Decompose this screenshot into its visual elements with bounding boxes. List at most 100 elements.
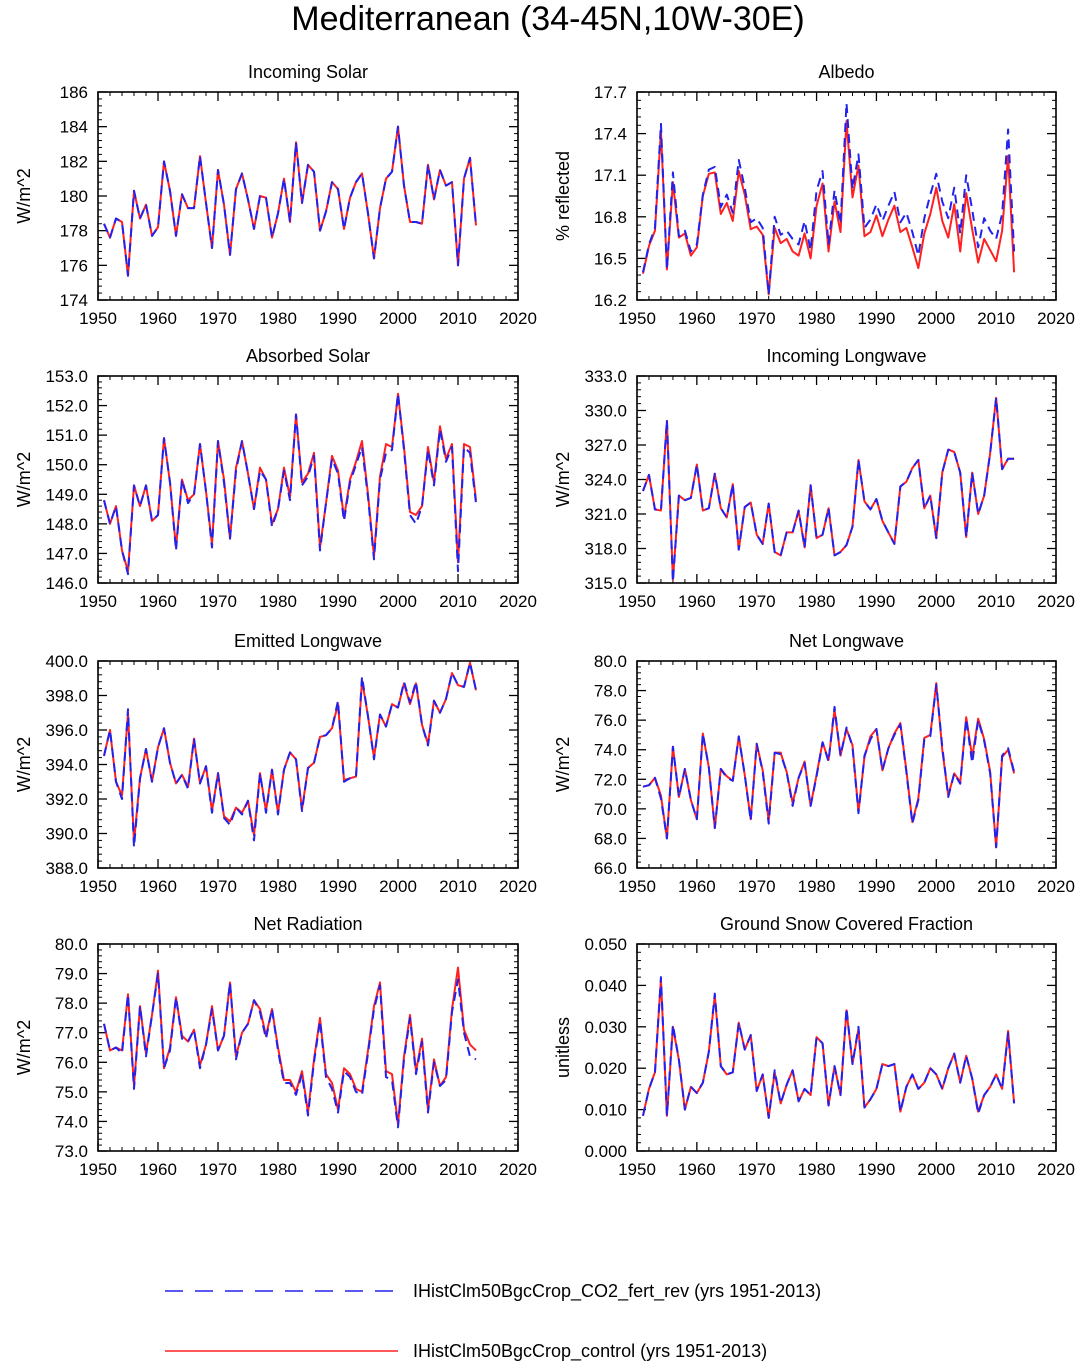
x-tick-label-net-radiation: 2000 xyxy=(379,1160,417,1179)
x-tick-label-incoming-solar: 1990 xyxy=(319,309,357,328)
legend: IHistClm50BgcCrop_CO2_fert_rev (yrs 1951… xyxy=(165,1281,821,1362)
x-tick-label-emitted-longwave: 1980 xyxy=(259,877,297,896)
y-axis-label-albedo: % reflected xyxy=(553,151,573,241)
series-line-co2-fert-rev-incoming-longwave xyxy=(642,396,1015,583)
y-tick-label-absorbed-solar: 152.0 xyxy=(45,397,88,416)
x-tick-label-absorbed-solar: 1960 xyxy=(139,592,177,611)
y-tick-label-incoming-solar: 178 xyxy=(60,222,88,241)
panel-title-emitted-longwave: Emitted Longwave xyxy=(234,631,382,651)
y-axis-label-incoming-longwave: W/m^2 xyxy=(553,452,573,507)
y-axis-label-incoming-solar: W/m^2 xyxy=(14,168,34,223)
y-tick-label-albedo: 16.8 xyxy=(594,208,627,227)
panel-title-ground-snow-covered-fraction: Ground Snow Covered Fraction xyxy=(720,914,973,934)
y-tick-label-net-radiation: 75.0 xyxy=(55,1083,88,1102)
panel-net-longwave: Net Longwave W/m^2 1950 1960 1970 1980 1990 200… xyxy=(553,631,1075,896)
y-tick-label-albedo: 17.7 xyxy=(594,83,627,102)
y-tick-label-incoming-longwave: 330.0 xyxy=(584,402,627,421)
x-tick-label-incoming-longwave: 1970 xyxy=(738,592,776,611)
y-tick-label-incoming-solar: 174 xyxy=(60,291,88,310)
panel-absorbed-solar: Absorbed Solar W/m^2 1950 1960 1970 1980 1990 2… xyxy=(14,346,537,611)
y-tick-label-ground-snow-covered-fraction: 0.000 xyxy=(584,1142,627,1161)
y-tick-label-incoming-longwave: 324.0 xyxy=(584,471,627,490)
x-tick-label-emitted-longwave: 1950 xyxy=(79,877,117,896)
x-tick-label-incoming-longwave: 2020 xyxy=(1037,592,1075,611)
y-tick-label-incoming-solar: 176 xyxy=(60,256,88,275)
y-axis-label-absorbed-solar: W/m^2 xyxy=(14,452,34,507)
x-tick-label-net-radiation: 1980 xyxy=(259,1160,297,1179)
y-tick-label-emitted-longwave: 400.0 xyxy=(45,652,88,671)
x-tick-label-incoming-solar: 2000 xyxy=(379,309,417,328)
series-line-co2-fert-rev-net-longwave xyxy=(642,683,1016,849)
y-tick-label-net-radiation: 74.0 xyxy=(55,1112,88,1131)
y-tick-label-emitted-longwave: 396.0 xyxy=(45,721,88,740)
y-tick-label-net-radiation: 76.0 xyxy=(55,1053,88,1072)
plot-frame-absorbed-solar xyxy=(97,375,519,584)
x-tick-label-net-radiation: 2010 xyxy=(439,1160,477,1179)
x-tick-label-ground-snow-covered-fraction: 1970 xyxy=(738,1160,776,1179)
y-tick-label-absorbed-solar: 146.0 xyxy=(45,574,88,593)
x-tick-label-incoming-longwave: 2000 xyxy=(917,592,955,611)
y-tick-label-incoming-solar: 180 xyxy=(60,187,88,206)
y-tick-label-ground-snow-covered-fraction: 0.010 xyxy=(584,1101,627,1120)
panel-title-albedo: Albedo xyxy=(818,62,874,82)
y-tick-label-net-longwave: 70.0 xyxy=(594,800,627,819)
x-tick-label-incoming-solar: 1960 xyxy=(139,309,177,328)
panel-incoming-solar: Incoming Solar W/m^2 1950 1960 1970 1980 1990 2… xyxy=(14,62,537,328)
y-tick-label-absorbed-solar: 151.0 xyxy=(45,426,88,445)
x-tick-label-net-longwave: 2010 xyxy=(977,877,1015,896)
series-line-control-albedo xyxy=(642,120,1016,296)
plot-frame-albedo xyxy=(636,91,1057,301)
x-tick-label-net-longwave: 2000 xyxy=(917,877,955,896)
x-tick-label-net-radiation: 1960 xyxy=(139,1160,177,1179)
x-tick-label-absorbed-solar: 2010 xyxy=(439,592,477,611)
y-tick-label-ground-snow-covered-fraction: 0.040 xyxy=(584,976,627,995)
y-tick-label-incoming-longwave: 327.0 xyxy=(584,436,627,455)
x-tick-label-ground-snow-covered-fraction: 2010 xyxy=(977,1160,1015,1179)
x-tick-label-absorbed-solar: 1970 xyxy=(199,592,237,611)
panel-net-radiation: Net Radiation W/m^2 1950 1960 1970 1980 1990 20… xyxy=(14,914,537,1179)
x-tick-label-net-radiation: 1990 xyxy=(319,1160,357,1179)
x-tick-label-net-longwave: 1950 xyxy=(618,877,656,896)
x-tick-label-albedo: 1970 xyxy=(738,309,776,328)
y-tick-label-net-longwave: 68.0 xyxy=(594,829,627,848)
y-axis-label-emitted-longwave: W/m^2 xyxy=(14,737,34,792)
y-tick-label-net-longwave: 72.0 xyxy=(594,770,627,789)
x-tick-label-emitted-longwave: 2010 xyxy=(439,877,477,896)
y-tick-label-incoming-longwave: 318.0 xyxy=(584,540,627,559)
y-tick-label-ground-snow-covered-fraction: 0.020 xyxy=(584,1059,627,1078)
y-tick-label-net-radiation: 80.0 xyxy=(55,935,88,954)
x-tick-label-emitted-longwave: 2020 xyxy=(499,877,537,896)
x-tick-label-net-longwave: 1990 xyxy=(858,877,896,896)
x-tick-label-albedo: 1990 xyxy=(858,309,896,328)
y-tick-label-absorbed-solar: 153.0 xyxy=(45,367,88,386)
y-tick-label-incoming-longwave: 333.0 xyxy=(584,367,627,386)
x-tick-label-net-radiation: 2020 xyxy=(499,1160,537,1179)
x-tick-label-net-radiation: 1970 xyxy=(199,1160,237,1179)
y-axis-label-ground-snow-covered-fraction: unitless xyxy=(553,1017,573,1078)
y-tick-label-net-radiation: 77.0 xyxy=(55,1024,88,1043)
x-tick-label-incoming-solar: 2010 xyxy=(439,309,477,328)
plot-frame-net-longwave xyxy=(636,660,1057,869)
y-tick-label-net-longwave: 66.0 xyxy=(594,859,627,878)
panel-title-net-longwave: Net Longwave xyxy=(789,631,904,651)
panel-title-absorbed-solar: Absorbed Solar xyxy=(246,346,370,366)
y-tick-label-albedo: 16.5 xyxy=(594,249,627,268)
plot-frame-emitted-longwave xyxy=(97,660,519,869)
series-line-co2-fert-rev-emitted-longwave xyxy=(103,661,477,849)
y-tick-label-incoming-longwave: 321.0 xyxy=(584,505,627,524)
y-tick-label-absorbed-solar: 148.0 xyxy=(45,515,88,534)
y-tick-label-absorbed-solar: 149.0 xyxy=(45,485,88,504)
x-tick-label-albedo: 1980 xyxy=(798,309,836,328)
x-tick-label-absorbed-solar: 2000 xyxy=(379,592,417,611)
x-tick-label-absorbed-solar: 1990 xyxy=(319,592,357,611)
x-tick-label-incoming-longwave: 1990 xyxy=(858,592,896,611)
series-line-co2-fert-rev-ground-snow-covered-fraction xyxy=(642,976,1016,1119)
plot-frame-incoming-longwave xyxy=(636,375,1057,584)
y-tick-label-ground-snow-covered-fraction: 0.050 xyxy=(584,935,627,954)
x-tick-label-net-longwave: 2020 xyxy=(1037,877,1075,896)
x-tick-label-ground-snow-covered-fraction: 2020 xyxy=(1037,1160,1075,1179)
y-tick-label-ground-snow-covered-fraction: 0.030 xyxy=(584,1018,627,1037)
y-tick-label-net-longwave: 74.0 xyxy=(594,741,627,760)
panel-albedo: Albedo % reflected 1950 1960 1970 1980 1990 200… xyxy=(553,62,1075,328)
